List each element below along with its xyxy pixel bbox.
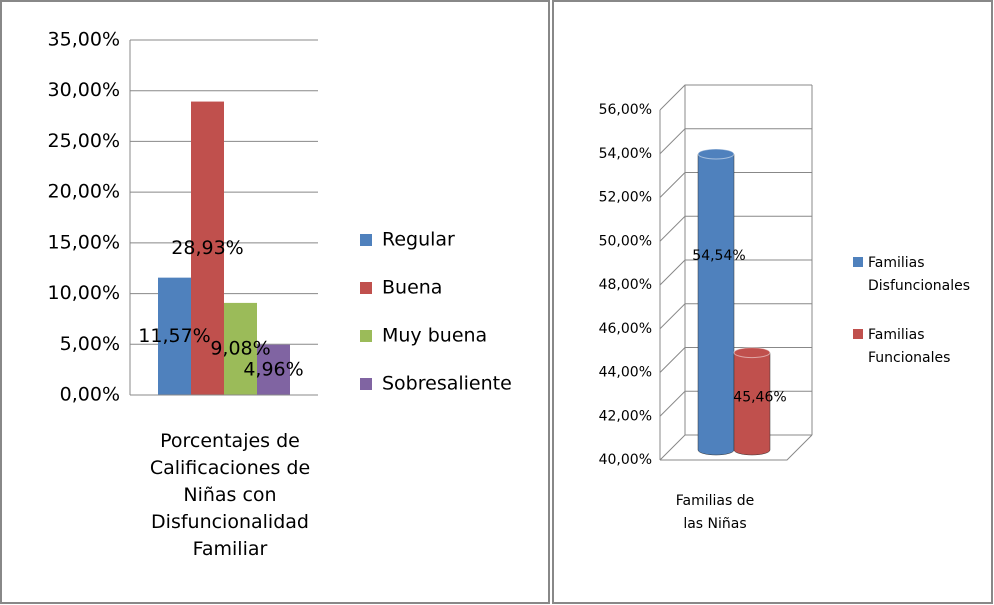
y-tick-label: 48,00% xyxy=(599,277,652,293)
y-tick-label: 50,00% xyxy=(599,233,652,249)
data-label: 9,08% xyxy=(210,337,270,359)
cylinder-top xyxy=(697,148,735,160)
y-tick-label: 30,00% xyxy=(48,79,120,101)
data-label: 11,57% xyxy=(138,325,210,347)
legend-swatch xyxy=(360,330,372,342)
cylinder-body xyxy=(733,352,771,456)
cylinder xyxy=(697,148,735,456)
grid-line xyxy=(659,303,812,330)
legend-swatch xyxy=(360,282,372,294)
legend-swatch xyxy=(360,234,372,246)
y-tick-label: 44,00% xyxy=(599,365,652,381)
legend-label: Familias Disfuncionales xyxy=(868,255,971,294)
y-tick-label: 46,00% xyxy=(599,321,652,337)
y-tick-label: 0,00% xyxy=(60,384,120,406)
data-label: 28,93% xyxy=(171,237,243,259)
y-tick-label: 35,00% xyxy=(48,29,120,51)
cylinder xyxy=(733,347,771,456)
panel-border xyxy=(552,0,993,604)
legend-label: Regular xyxy=(382,229,455,251)
legend-swatch xyxy=(853,257,863,267)
y-tick-label: 10,00% xyxy=(48,282,120,304)
floor xyxy=(660,434,813,461)
panel-border xyxy=(0,0,550,604)
bar xyxy=(257,344,290,395)
grid-line xyxy=(659,259,812,286)
legend-label: Sobresaliente xyxy=(382,373,512,395)
data-label: 4,96% xyxy=(243,358,303,380)
grid-line xyxy=(659,215,812,242)
grid-line xyxy=(659,347,812,373)
y-tick-label: 42,00% xyxy=(599,408,652,424)
cylinder-top xyxy=(733,347,771,359)
legend-label: Muy buena xyxy=(382,325,487,347)
x-tick-label: Porcentajes de Calificaciones de Niñas c… xyxy=(149,430,311,560)
data-label: 54,54% xyxy=(692,248,745,264)
legend-label: Buena xyxy=(382,277,442,299)
y-tick-label: 25,00% xyxy=(48,130,120,152)
grid-line xyxy=(659,128,812,155)
grid-line xyxy=(659,172,812,198)
y-tick-label: 54,00% xyxy=(599,146,652,162)
y-tick-label: 52,00% xyxy=(599,190,652,206)
legend-swatch xyxy=(853,329,863,339)
bar xyxy=(191,101,224,396)
data-label: 45,46% xyxy=(733,389,786,405)
bar xyxy=(224,302,257,395)
cylinder-body xyxy=(697,153,735,456)
y-tick-label: 5,00% xyxy=(60,333,120,355)
y-tick-label: 15,00% xyxy=(48,231,120,253)
y-tick-label: 40,00% xyxy=(599,452,652,468)
bar xyxy=(158,277,191,395)
legend-label: Familias Funcionales xyxy=(868,327,951,366)
y-tick-label: 56,00% xyxy=(599,102,652,118)
legend-swatch xyxy=(360,378,372,390)
grid-line xyxy=(659,84,812,111)
x-tick-label: Familias de las Niñas xyxy=(675,493,755,532)
y-tick-label: 20,00% xyxy=(48,181,120,203)
